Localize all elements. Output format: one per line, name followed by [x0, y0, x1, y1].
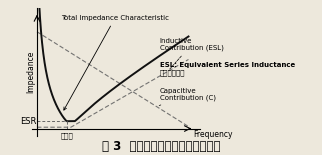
- Text: ESL: Equivalent Series Inductance
等效串联电感: ESL: Equivalent Series Inductance 等效串联电感: [160, 62, 295, 76]
- Text: Frequency: Frequency: [193, 130, 233, 139]
- Text: ESR: ESR: [20, 117, 36, 126]
- Text: 图 3  寄生效应对总组抗特性的贡献: 图 3 寄生效应对总组抗特性的贡献: [102, 140, 220, 153]
- Text: 谐振点: 谐振点: [61, 133, 73, 139]
- Text: Total Impedance Characteristic: Total Impedance Characteristic: [61, 15, 169, 110]
- Y-axis label: Impedance: Impedance: [27, 51, 36, 93]
- Text: Inductive
Contribution (ESL): Inductive Contribution (ESL): [160, 38, 224, 69]
- Text: Capacitive
Contribution (C): Capacitive Contribution (C): [159, 88, 216, 106]
